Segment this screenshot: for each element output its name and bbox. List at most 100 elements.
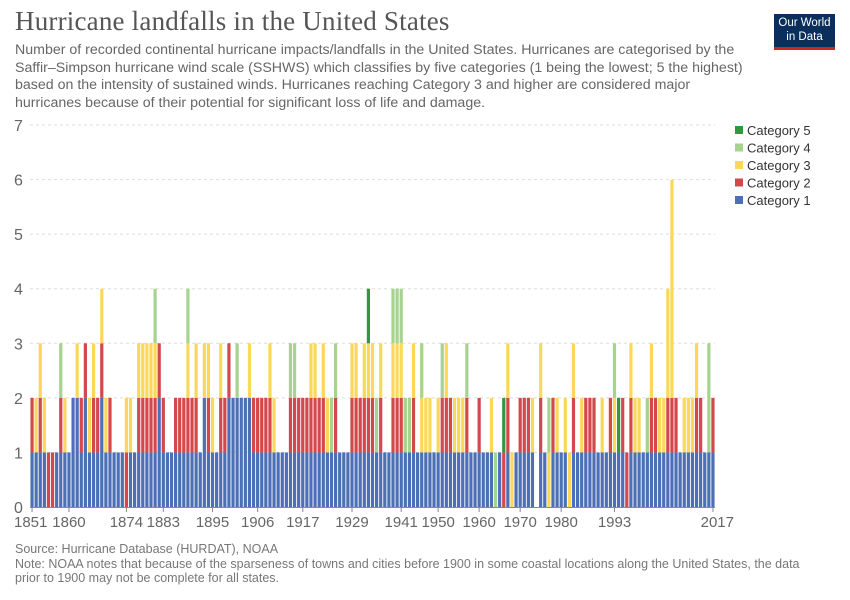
legend-label-cat3[interactable]: Category 3	[747, 158, 811, 173]
bar-cat2-1988[interactable]	[592, 397, 596, 453]
bar-cat1-1914[interactable]	[288, 452, 293, 507]
bar-cat1-1972[interactable]	[526, 452, 530, 507]
bar-cat1-2013[interactable]	[694, 452, 699, 507]
bar-cat2-1992[interactable]	[608, 397, 612, 453]
bar-cat1-1895[interactable]	[210, 452, 215, 507]
bar-cat1-1971[interactable]	[522, 452, 526, 507]
bar-cat2-1972[interactable]	[526, 397, 530, 453]
bar-cat4-1881[interactable]	[153, 288, 157, 344]
bar-cat1-1893[interactable]	[202, 397, 206, 507]
bar-cat1-1980[interactable]	[559, 452, 563, 507]
bar-cat2-1881[interactable]	[153, 397, 157, 453]
bar-cat1-1863[interactable]	[79, 452, 83, 507]
bar-cat2-1967[interactable]	[506, 397, 510, 453]
bar-cat3-1875[interactable]	[128, 397, 133, 453]
bar-cat2-1908[interactable]	[264, 397, 268, 453]
bar-cat1-1958[interactable]	[469, 452, 473, 507]
bar-cat2-1995[interactable]	[621, 397, 625, 453]
bar-cat1-1919[interactable]	[309, 452, 313, 507]
bar-cat3-1894[interactable]	[206, 343, 211, 398]
bar-cat1-1852[interactable]	[34, 452, 38, 507]
bar-cat2-1916[interactable]	[297, 397, 301, 453]
bar-cat2-1914[interactable]	[288, 397, 293, 453]
bar-cat1-1897[interactable]	[219, 452, 223, 507]
bar-cat4-1935[interactable]	[375, 397, 379, 453]
bar-cat4-1957[interactable]	[465, 343, 469, 398]
bar-cat3-1979[interactable]	[555, 397, 559, 453]
bar-cat1-2001[interactable]	[645, 452, 649, 507]
bar-cat1-1950[interactable]	[436, 452, 440, 507]
bar-cat2-1888[interactable]	[182, 397, 186, 453]
bar-cat1-1949[interactable]	[432, 452, 436, 507]
bar-cat3-1880[interactable]	[149, 343, 153, 398]
bar-cat3-1862[interactable]	[75, 343, 79, 398]
bar-cat2-1986[interactable]	[584, 397, 588, 453]
bar-cat3-1952[interactable]	[444, 343, 448, 398]
bar-cat1-1978[interactable]	[551, 452, 555, 507]
bar-cat1-1867[interactable]	[96, 452, 100, 507]
bar-cat1-1860[interactable]	[67, 452, 71, 507]
bar-cat2-1941[interactable]	[399, 397, 403, 453]
bar-cat2-1922[interactable]	[321, 397, 325, 453]
bar-cat2-1878[interactable]	[141, 397, 145, 453]
bar-cat3-1904[interactable]	[247, 343, 252, 398]
bar-cat4-1940[interactable]	[395, 288, 399, 344]
bar-cat1-1963[interactable]	[489, 452, 494, 507]
bar-cat3-1934[interactable]	[370, 343, 375, 398]
bar-cat1-1910[interactable]	[272, 452, 276, 507]
bar-cat1-1965[interactable]	[498, 452, 502, 507]
bar-cat1-2011[interactable]	[686, 452, 690, 507]
bar-cat3-1947[interactable]	[424, 397, 428, 453]
bar-cat1-1970[interactable]	[518, 452, 522, 507]
bar-cat2-1919[interactable]	[309, 397, 313, 453]
bar-cat1-1885[interactable]	[169, 452, 174, 507]
bar-cat2-1906[interactable]	[256, 397, 260, 453]
bar-cat2-2017[interactable]	[711, 397, 715, 453]
bar-cat1-1999[interactable]	[637, 452, 641, 507]
bar-cat1-2005[interactable]	[662, 452, 666, 507]
bar-cat4-1946[interactable]	[420, 343, 424, 398]
bar-cat1-1943[interactable]	[407, 452, 412, 507]
bar-cat1-1998[interactable]	[633, 452, 637, 507]
bar-cat2-1931[interactable]	[358, 397, 362, 453]
bar-cat2-2013[interactable]	[694, 397, 699, 453]
bar-cat4-1889[interactable]	[186, 288, 190, 344]
bar-cat1-1862[interactable]	[75, 397, 79, 507]
bar-cat1-1900[interactable]	[231, 397, 235, 507]
bar-cat1-1906[interactable]	[256, 452, 260, 507]
bar-cat4-1914[interactable]	[288, 343, 293, 398]
bar-cat1-2003[interactable]	[653, 452, 658, 507]
bar-cat3-1869[interactable]	[104, 397, 108, 453]
bar-cat3-1975[interactable]	[539, 343, 543, 398]
bar-cat2-1898[interactable]	[223, 397, 227, 453]
bar-cat1-1925[interactable]	[333, 452, 338, 507]
bar-cat1-1888[interactable]	[182, 452, 186, 507]
bar-cat1-1907[interactable]	[260, 452, 264, 507]
bar-cat2-1883[interactable]	[161, 397, 165, 453]
bar-cat3-1940[interactable]	[395, 343, 399, 398]
bar-cat1-1983[interactable]	[571, 452, 576, 507]
bar-cat3-1983[interactable]	[571, 343, 576, 398]
bar-cat2-1915[interactable]	[292, 397, 297, 453]
bar-cat2-1918[interactable]	[305, 397, 309, 453]
bar-cat3-1868[interactable]	[100, 288, 104, 344]
bar-cat3-1852[interactable]	[34, 397, 38, 453]
bar-cat1-1899[interactable]	[227, 397, 231, 507]
bar-cat4-1941[interactable]	[399, 288, 403, 344]
bar-cat1-1986[interactable]	[584, 452, 588, 507]
bar-cat1-1927[interactable]	[342, 452, 346, 507]
bar-cat2-1894[interactable]	[206, 397, 211, 453]
bar-cat1-1890[interactable]	[190, 452, 194, 507]
bar-cat1-1952[interactable]	[444, 452, 448, 507]
bar-cat2-1971[interactable]	[522, 397, 526, 453]
bar-cat1-1913[interactable]	[284, 452, 288, 507]
bar-cat2-1960[interactable]	[477, 397, 481, 453]
bar-cat1-1960[interactable]	[477, 452, 481, 507]
bar-cat1-2012[interactable]	[690, 452, 695, 507]
bar-cat2-1952[interactable]	[444, 397, 448, 453]
bar-cat1-2009[interactable]	[678, 452, 682, 507]
bar-cat3-1897[interactable]	[219, 343, 223, 398]
bar-cat2-1905[interactable]	[251, 397, 256, 453]
bar-cat5-1933[interactable]	[366, 288, 370, 344]
bar-cat3-1922[interactable]	[321, 343, 325, 398]
